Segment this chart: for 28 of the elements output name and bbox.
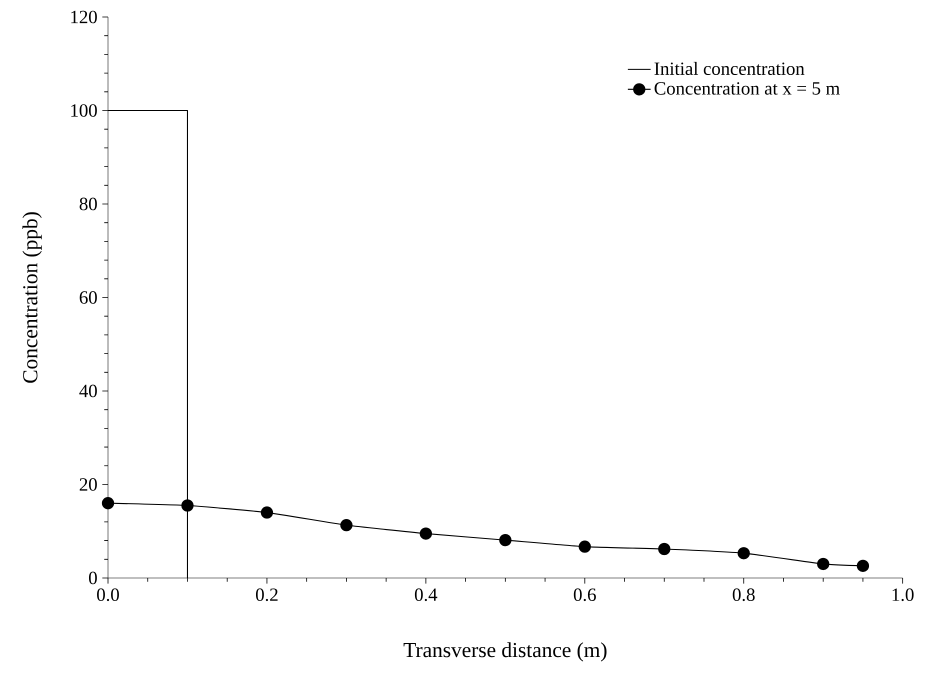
point (856, 560, 870, 572)
x-tick-label: 0.0 (97, 588, 119, 602)
point (340, 519, 353, 532)
point (260, 506, 274, 519)
legend-label: Concentration at x = 5 m (654, 82, 840, 95)
point (102, 497, 114, 510)
point (578, 540, 591, 553)
point (181, 499, 194, 512)
legend-label: Initial concentration (654, 62, 804, 76)
y-tick-label: 60 (80, 291, 97, 304)
point (738, 547, 750, 560)
point (420, 527, 432, 540)
y-tick-label: 80 (80, 198, 97, 210)
y-axis-title: Concentration (ppb) (22, 212, 42, 383)
y-tick-label: 120 (71, 10, 97, 24)
y-tick-label: 40 (79, 384, 97, 398)
y-tick-label: 20 (80, 478, 97, 491)
x-tick-label: 0.2 (256, 588, 278, 602)
y-tick-label: 0 (88, 572, 97, 584)
x-tick-label: 0.6 (574, 588, 596, 602)
point (817, 558, 830, 570)
point (499, 534, 512, 546)
y-tick-label: 100 (71, 104, 97, 117)
x-axis-title: Transverse distance (m) (404, 642, 606, 662)
x-tick-label: 0.4 (414, 588, 438, 602)
point (658, 542, 670, 556)
x-tick-label: 1.0 (892, 588, 914, 602)
x-tick-label: 0.8 (732, 588, 755, 602)
